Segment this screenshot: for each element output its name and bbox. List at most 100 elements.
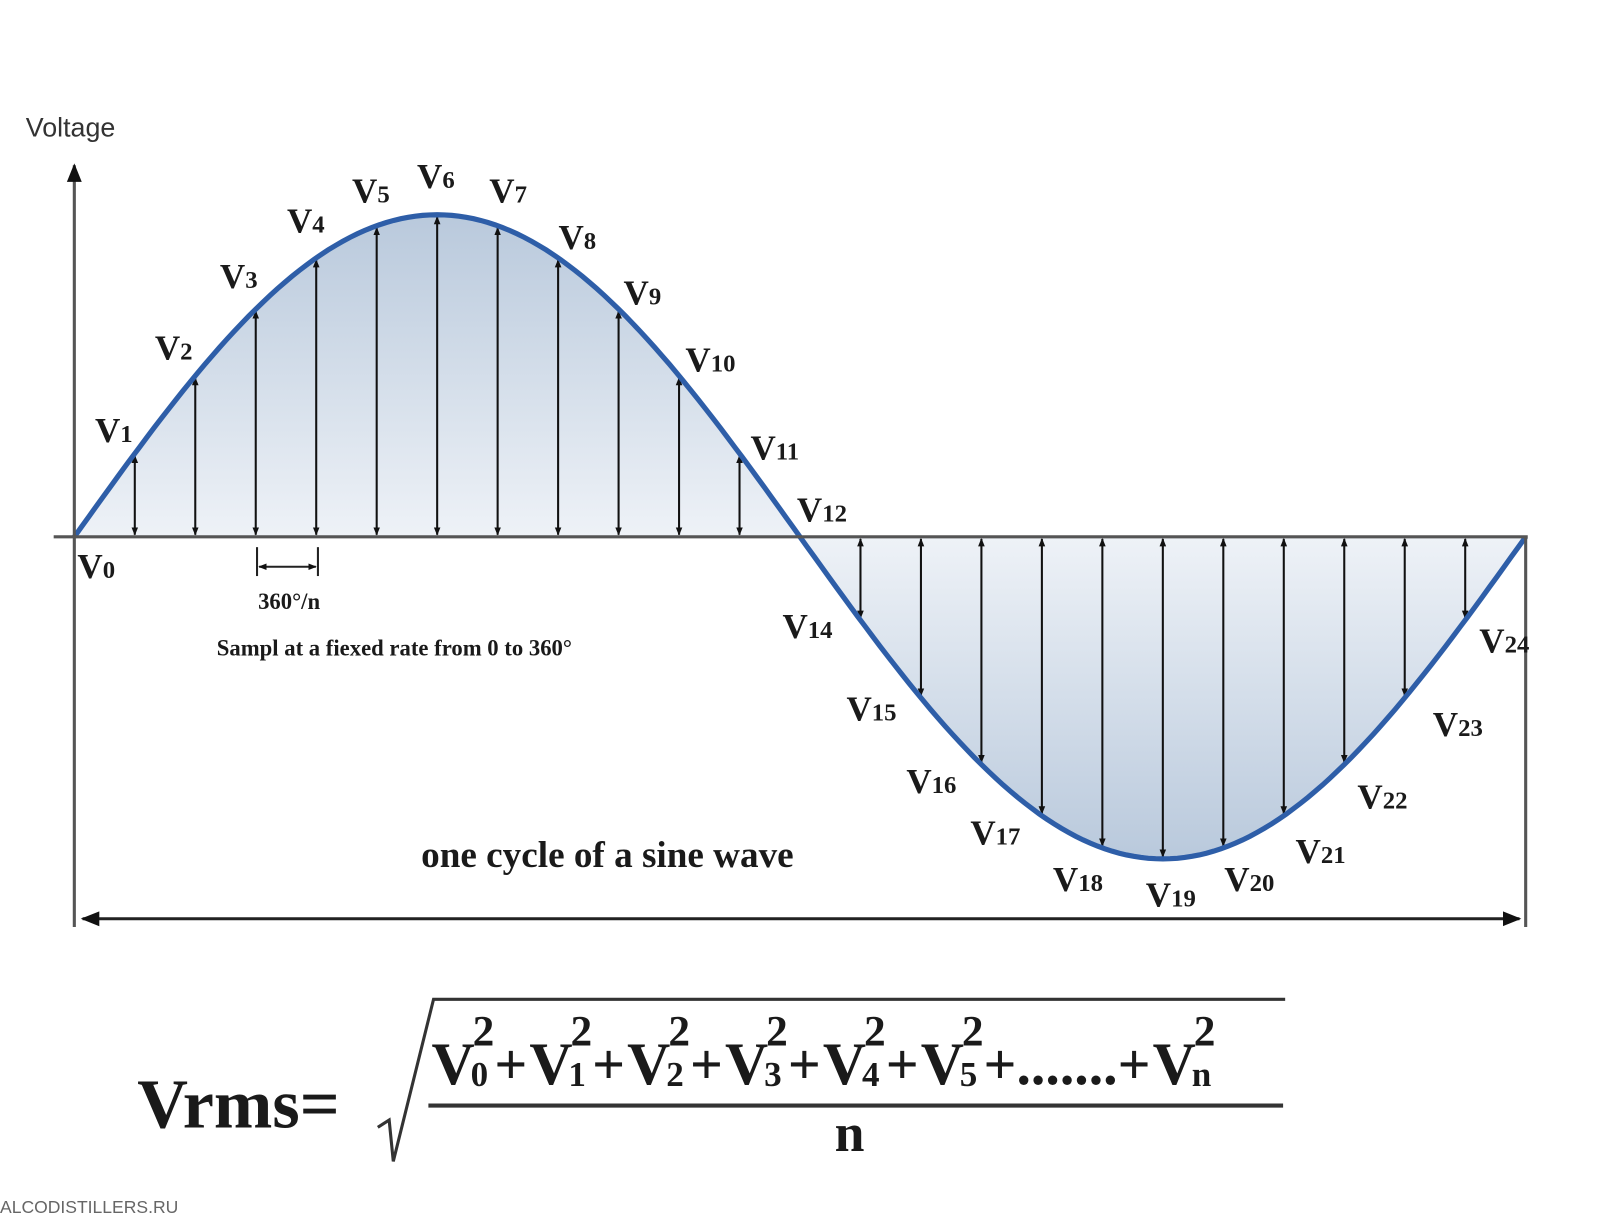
term-power: 2: [962, 1008, 984, 1056]
radical: [376, 997, 1286, 1162]
sample-index: 12: [822, 500, 847, 527]
sample-label: V1: [95, 411, 133, 450]
operator: +: [788, 1032, 821, 1097]
sample-letter: V: [1295, 832, 1320, 871]
term-letter: V: [823, 1031, 866, 1097]
sample-letter: V: [220, 257, 245, 296]
sample-label: V3: [220, 257, 258, 296]
sample-index: 15: [872, 700, 897, 727]
sample-index: 8: [584, 228, 596, 255]
operator: +: [592, 1032, 625, 1097]
sample-index: 1: [120, 421, 132, 448]
sample-label: V9: [623, 274, 661, 313]
term-power: 2: [473, 1008, 495, 1056]
sample-index: 19: [1171, 885, 1196, 912]
sample-label: V14: [782, 607, 832, 646]
sample-letter: V: [623, 274, 648, 313]
sample-letter: V: [95, 411, 120, 450]
operator: +.......+: [984, 1032, 1151, 1097]
sample-index: 14: [808, 617, 833, 644]
sample-letter: V: [797, 490, 822, 529]
term-letter: V: [627, 1031, 670, 1097]
sample-label: V10: [685, 341, 735, 380]
sample-label: V2: [155, 328, 193, 367]
sample-index: 5: [377, 181, 389, 208]
sample-label: V23: [1433, 705, 1483, 744]
sample-index: 21: [1321, 842, 1346, 869]
axes: [53, 163, 1528, 928]
denominator: n: [835, 1103, 865, 1163]
sample-index: 17: [996, 823, 1021, 850]
sample-index: 18: [1078, 870, 1103, 897]
sample-letter: V: [1053, 860, 1078, 899]
sample-index: 0: [103, 557, 115, 584]
sample-letter: V: [352, 171, 377, 210]
term-letter: V: [725, 1031, 768, 1097]
sample-label: V0: [77, 547, 115, 586]
sample-letter: V: [489, 171, 514, 210]
term-power: 2: [668, 1008, 690, 1056]
term-index: n: [1192, 1055, 1212, 1094]
term-index: 1: [568, 1055, 586, 1094]
step-label: 360°/n: [258, 589, 320, 614]
term-index: 5: [960, 1055, 978, 1094]
formula-lhs: Vrms=: [137, 1065, 339, 1143]
cycle-label: one cycle of a sine wave: [421, 835, 794, 876]
sample-label: V18: [1053, 860, 1103, 899]
sample-letter: V: [1357, 777, 1382, 816]
sample-label: V22: [1357, 777, 1407, 816]
sample-label: V12: [797, 490, 847, 529]
sample-label: V19: [1146, 875, 1196, 914]
sample-letter: V: [558, 218, 583, 257]
term-power: 2: [570, 1008, 592, 1056]
sample-label: V15: [846, 690, 896, 729]
sample-index: 22: [1383, 787, 1408, 814]
sample-label: V8: [558, 218, 596, 257]
sample-letter: V: [1224, 860, 1249, 899]
term-power: 2: [864, 1008, 886, 1056]
sample-letter: V: [155, 328, 180, 367]
sample-index: 7: [515, 181, 527, 208]
sample-label: V7: [489, 171, 527, 210]
sample-label: V24: [1479, 621, 1529, 660]
sample-index: 11: [776, 438, 799, 465]
operator: +: [494, 1032, 527, 1097]
sample-letter: V: [906, 762, 931, 801]
sample-index: 6: [442, 167, 454, 194]
sample-letter: V: [750, 428, 775, 467]
operator: +: [690, 1032, 723, 1097]
sample-index: 4: [312, 211, 324, 238]
sampling-note: Sampl at a fiexed rate from 0 to 360°: [217, 636, 572, 661]
sample-label: V5: [352, 171, 390, 210]
term-letter: V: [921, 1031, 964, 1097]
sample-label: V4: [287, 201, 325, 240]
term-power: 2: [1194, 1008, 1216, 1056]
sample-label: V11: [750, 428, 799, 467]
sample-index: 16: [932, 772, 957, 799]
sample-letter: V: [1146, 875, 1171, 914]
sample-label: V21: [1295, 832, 1345, 871]
sample-index: 2: [180, 338, 192, 365]
axis-label: Voltage: [26, 112, 116, 142]
term-index: 4: [862, 1055, 880, 1094]
term-letter: V: [431, 1031, 474, 1097]
sample-letter: V: [970, 813, 995, 852]
sample-index: 24: [1505, 631, 1530, 658]
term-index: 0: [471, 1055, 489, 1094]
sample-index: 23: [1458, 715, 1483, 742]
sample-letter: V: [287, 201, 312, 240]
term-power: 2: [766, 1008, 788, 1056]
sample-index: 9: [649, 284, 661, 311]
sample-label: V20: [1224, 860, 1274, 899]
sample-index: 20: [1250, 870, 1275, 897]
sample-letter: V: [1479, 621, 1504, 660]
term-index: 2: [666, 1055, 684, 1094]
sample-label: V17: [970, 813, 1020, 852]
sample-letter: V: [846, 690, 871, 729]
term-index: 3: [764, 1055, 782, 1094]
sample-letter: V: [1433, 705, 1458, 744]
sample-letter: V: [417, 157, 442, 196]
sample-index: 3: [245, 267, 257, 294]
